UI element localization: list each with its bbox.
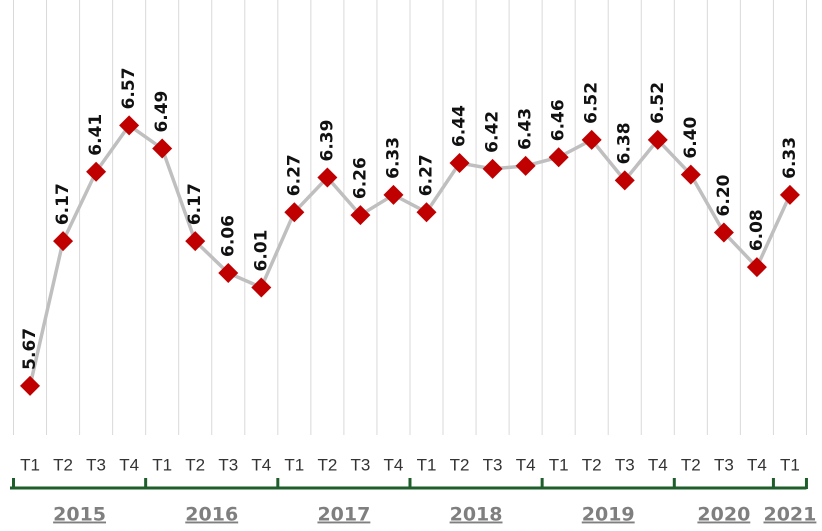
- data-label: 6.27: [284, 154, 304, 196]
- x-tick-label: T1: [284, 455, 304, 474]
- year-label: 2015: [53, 504, 106, 526]
- data-label: 6.39: [317, 120, 337, 162]
- data-label: 5.67: [20, 328, 40, 370]
- year-label: 2016: [185, 504, 238, 526]
- marker: [647, 129, 668, 150]
- data-label: 6.01: [251, 229, 271, 271]
- data-label: 6.49: [152, 91, 172, 133]
- data-label: 6.17: [53, 183, 73, 225]
- x-tick-label: T1: [780, 455, 800, 474]
- marker: [185, 231, 206, 252]
- x-tick-label: T4: [747, 455, 767, 474]
- marker: [86, 161, 107, 182]
- data-label: 6.38: [615, 122, 635, 164]
- marker: [416, 202, 437, 223]
- marker: [713, 222, 734, 243]
- data-label: 6.42: [483, 111, 503, 153]
- data-label: 6.20: [714, 174, 734, 216]
- data-label: 6.33: [780, 137, 800, 179]
- data-label: 6.43: [516, 108, 536, 150]
- year-label: 2020: [697, 504, 750, 526]
- data-label: 6.08: [747, 209, 767, 251]
- x-tick-label: T2: [681, 455, 701, 474]
- x-tick-label: T3: [615, 455, 635, 474]
- marker: [680, 164, 701, 185]
- marker: [482, 158, 503, 179]
- marker: [152, 138, 173, 159]
- marker: [20, 375, 41, 396]
- data-label: 6.17: [185, 183, 205, 225]
- year-label: 2019: [582, 504, 635, 526]
- x-tick-label: T1: [417, 455, 437, 474]
- marker: [284, 202, 305, 223]
- x-tick-label: T4: [516, 455, 536, 474]
- data-label: 6.27: [417, 154, 437, 196]
- data-label: 6.26: [350, 157, 370, 199]
- x-tick-label: T4: [648, 455, 668, 474]
- marker: [350, 205, 371, 226]
- marker: [746, 257, 767, 278]
- marker: [383, 184, 404, 205]
- x-tick-label: T3: [86, 455, 106, 474]
- marker: [218, 262, 239, 283]
- x-tick-label: T4: [251, 455, 271, 474]
- marker: [251, 277, 272, 298]
- x-tick-label: T1: [152, 455, 172, 474]
- year-label: 2018: [450, 504, 503, 526]
- x-tick-label: T1: [20, 455, 40, 474]
- data-label: 6.44: [450, 105, 470, 147]
- x-tick-label: T3: [350, 455, 370, 474]
- x-tick-label: T4: [384, 455, 404, 474]
- marker: [515, 155, 536, 176]
- x-tick-label: T2: [53, 455, 73, 474]
- data-label: 6.41: [86, 114, 106, 156]
- marker: [317, 167, 338, 188]
- data-label: 6.40: [681, 116, 701, 158]
- data-label: 6.46: [549, 99, 569, 141]
- x-tick-label: T3: [483, 455, 503, 474]
- x-tick-label: T3: [218, 455, 238, 474]
- marker: [614, 170, 635, 191]
- marker: [581, 129, 602, 150]
- x-tick-label: T2: [450, 455, 470, 474]
- x-tick-label: T4: [119, 455, 139, 474]
- data-label: 6.33: [383, 137, 403, 179]
- x-tick-label: T2: [185, 455, 205, 474]
- x-tick-label: T3: [714, 455, 734, 474]
- year-label: 2021: [763, 504, 816, 526]
- data-label: 6.57: [119, 67, 139, 109]
- x-tick-label: T2: [317, 455, 337, 474]
- x-tick-label: T2: [582, 455, 602, 474]
- data-label: 6.52: [582, 82, 602, 124]
- x-tick-label: T1: [549, 455, 569, 474]
- marker: [548, 147, 569, 168]
- marker: [449, 153, 470, 174]
- year-label: 2017: [317, 504, 370, 526]
- marker: [53, 231, 74, 252]
- marker: [119, 115, 140, 136]
- data-label: 6.52: [648, 82, 668, 124]
- marker: [779, 184, 800, 205]
- data-label: 6.06: [218, 215, 238, 257]
